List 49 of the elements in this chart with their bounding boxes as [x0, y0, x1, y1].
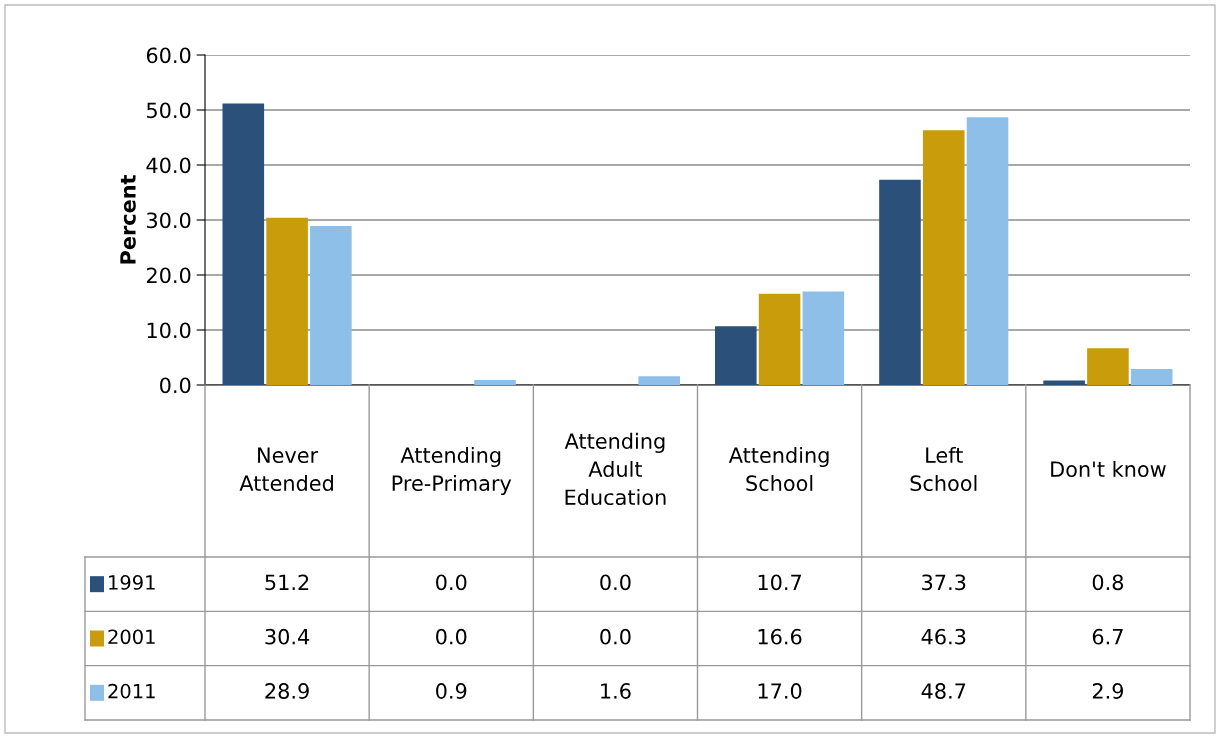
bar	[1087, 348, 1129, 385]
bar	[222, 103, 265, 385]
bar	[1043, 380, 1085, 385]
data-label: 10.7	[758, 574, 801, 591]
legend-label: 1991	[109, 575, 155, 590]
bar	[310, 226, 352, 385]
data-label: 0.0	[436, 628, 467, 645]
bar	[1130, 369, 1173, 385]
y-axis-title: Percent	[120, 175, 136, 264]
y-tick-label: 60.0	[146, 47, 191, 64]
data-label: 6.7	[1092, 628, 1123, 645]
data-label: 0.0	[600, 574, 631, 591]
x-tick-label: Don't know	[1051, 460, 1166, 478]
data-label: 0.8	[1092, 574, 1124, 591]
data-label: 30.4	[265, 628, 310, 645]
data-label: 48.7	[921, 683, 966, 699]
x-tick-label: Left School	[910, 446, 977, 492]
data-label: 46.3	[921, 628, 966, 645]
data-label: 1.6	[601, 683, 631, 699]
x-tick-label: Attending School	[728, 446, 829, 492]
legend-label: 2001	[108, 629, 155, 645]
bar	[966, 117, 1009, 385]
y-tick-label: 20.0	[146, 267, 191, 284]
data-label: 37.3	[922, 574, 966, 591]
data-label: 28.9	[265, 683, 309, 699]
legend-label: 2011	[108, 683, 155, 699]
bar	[922, 130, 965, 385]
data-label: 0.9	[436, 683, 467, 699]
x-tick-label: Attending Pre-Primary	[392, 446, 512, 496]
data-label: 17.0	[758, 683, 802, 699]
x-tick-label: Never Attended	[239, 447, 333, 492]
y-tick-label: 50.0	[147, 102, 191, 119]
x-tick-label: Attending Adult Education	[564, 432, 666, 506]
y-tick-label: 0.0	[160, 377, 191, 394]
y-tick-label: 10.0	[147, 322, 191, 339]
bar	[758, 293, 801, 385]
data-label: 0.0	[436, 574, 467, 591]
bar	[474, 380, 516, 385]
bar	[638, 376, 680, 385]
bar	[879, 179, 921, 385]
bar	[715, 326, 757, 385]
data-label: 16.6	[758, 628, 802, 645]
data-label: 2.9	[1092, 683, 1124, 699]
y-tick-label: 40.0	[146, 157, 191, 174]
y-tick-label: 30.0	[147, 212, 191, 229]
data-label: 0.0	[600, 628, 631, 645]
bar	[266, 217, 308, 385]
data-label: 51.2	[265, 574, 309, 591]
bar	[802, 291, 845, 385]
